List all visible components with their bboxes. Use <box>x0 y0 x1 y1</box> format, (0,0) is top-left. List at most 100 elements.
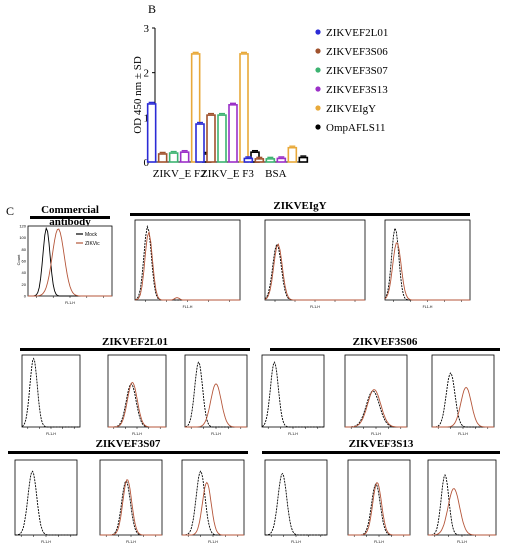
mock-curve <box>14 470 77 536</box>
zikv-curve <box>100 479 162 536</box>
legend-entry: ZIKVEF3S07 <box>326 65 388 77</box>
bar-ZIKVEF3S06 <box>254 158 265 163</box>
x-axis-label: FL1-H <box>132 432 142 436</box>
group-title-f2l01: ZIKVEF2L01 <box>101 336 168 348</box>
bar-ZIKVEF3S07 <box>168 152 179 163</box>
x-tick-label: ZIKV_E F2 <box>153 168 206 180</box>
histogram-frame <box>264 219 366 301</box>
y-tick-label: 0 <box>144 157 150 169</box>
x-axis-label: FL1-H <box>371 432 381 436</box>
bar-ZIKVEF2L01 <box>195 123 205 163</box>
legend-zikv: ZIKVic <box>85 241 100 247</box>
histogram-frame <box>21 354 81 428</box>
x-axis-label: FL1-H <box>208 540 218 544</box>
legend-marker <box>315 67 321 73</box>
zikveigy-title: ZIKVEIgY <box>273 200 327 212</box>
x-axis-label: FL1-H <box>211 432 221 436</box>
group-title-f3s07: ZIKVEF3S07 <box>95 438 161 450</box>
zikv-curve <box>345 389 407 428</box>
x-axis-label: FL1-H <box>374 540 384 544</box>
y-tick-label: 60 <box>22 259 27 264</box>
commercial-antibody-bar <box>30 216 110 219</box>
bar-OmpAFLS11 <box>298 156 309 163</box>
bar-ZIKVEF3S07 <box>217 114 227 163</box>
zikv-curve <box>185 383 247 428</box>
legend-entry: OmpAFLS11 <box>326 122 386 134</box>
zikv-curve <box>384 242 470 301</box>
legend-entry: ZIKVEF3S06 <box>326 46 388 58</box>
mock-curve <box>264 472 327 536</box>
y-tick-label: 0 <box>24 294 27 299</box>
panel-c-letter: C <box>6 204 15 218</box>
zikv-curve <box>264 243 365 301</box>
legend-mock: Mock <box>85 232 97 238</box>
y-tick-label: 120 <box>19 224 26 229</box>
group-bar-f3s06 <box>270 348 500 351</box>
x-axis-label: FL1-H <box>291 540 301 544</box>
group-bar-f2l01 <box>20 348 250 351</box>
x-tick-label: BSA <box>265 168 286 180</box>
legend-marker <box>315 124 321 130</box>
y-tick-label: 40 <box>22 270 27 275</box>
zikv-curve <box>432 386 494 428</box>
zikv-curve <box>108 381 166 428</box>
x-axis-label: FL1-H <box>126 540 136 544</box>
legend-entry: ZIKVEF3S13 <box>326 84 388 96</box>
legend-entry: ZIKVEF2L01 <box>326 27 388 39</box>
y-tick-label: 1 <box>144 112 150 124</box>
zikv-curve <box>348 481 410 536</box>
histogram-frame <box>184 354 248 428</box>
group-bar-f3s07 <box>8 451 248 454</box>
bar-ZIKVEIgY <box>287 146 298 163</box>
zikv-curve <box>28 228 112 297</box>
bar-ZIKVEF3S06 <box>157 153 168 163</box>
y-tick-label: 100 <box>19 235 26 240</box>
histogram-frame <box>14 459 78 536</box>
y-axis-label: Count <box>16 254 21 266</box>
legend-marker <box>315 86 321 92</box>
histogram-frame <box>431 354 495 428</box>
x-axis-label: FL1-H <box>41 540 51 544</box>
x-axis-label: FL1-H <box>457 540 467 544</box>
zikv-curve <box>182 481 244 536</box>
zikv-curve <box>134 230 240 301</box>
bar-ZIKVEF3S13 <box>228 104 238 163</box>
bar-ZIKVEF3S06 <box>206 114 216 163</box>
x-axis-label: FL1-H <box>423 305 433 309</box>
commercial-antibody-title: Commercial antibody <box>41 204 99 228</box>
group-bar-f3s13 <box>262 451 500 454</box>
legend-marker <box>315 105 321 111</box>
y-tick-label: 3 <box>144 23 150 35</box>
legend-marker <box>315 48 321 54</box>
y-axis-label: OD 450 nm ± SD <box>132 56 144 134</box>
zikv-curve <box>428 487 496 536</box>
histogram-frame <box>261 354 325 428</box>
bar-ZIKVEF3S13 <box>179 151 190 163</box>
histogram-frame <box>384 219 471 301</box>
y-tick-label: 20 <box>22 282 27 287</box>
y-tick-label: 80 <box>22 247 27 252</box>
x-axis-label: FL1-H <box>46 432 56 436</box>
mock-curve <box>21 357 80 428</box>
bar-ZIKVEF2L01 <box>243 157 254 163</box>
legend-marker <box>315 29 321 35</box>
x-axis-label: FL1-H <box>288 432 298 436</box>
panel-b-letter: B <box>148 2 157 16</box>
x-axis-label: FL1-H <box>310 305 320 309</box>
x-axis-label: FL1-H <box>65 301 75 305</box>
bar-ZIKVEF3S07 <box>265 158 276 163</box>
legend-entry: ZIKVEIgY <box>326 103 376 115</box>
x-tick-label: ZIKV_E F3 <box>201 168 254 180</box>
group-title-f3s06: ZIKVEF3S06 <box>352 336 418 348</box>
x-axis-label: FL1-H <box>183 305 193 309</box>
histogram-frame <box>107 354 167 428</box>
histogram-frame <box>427 459 497 536</box>
y-tick-label: 2 <box>144 68 150 80</box>
histogram-frame <box>134 219 241 301</box>
zikveigy-bar <box>130 213 470 216</box>
x-axis-label: FL1-H <box>458 432 468 436</box>
mock-curve <box>432 372 494 428</box>
